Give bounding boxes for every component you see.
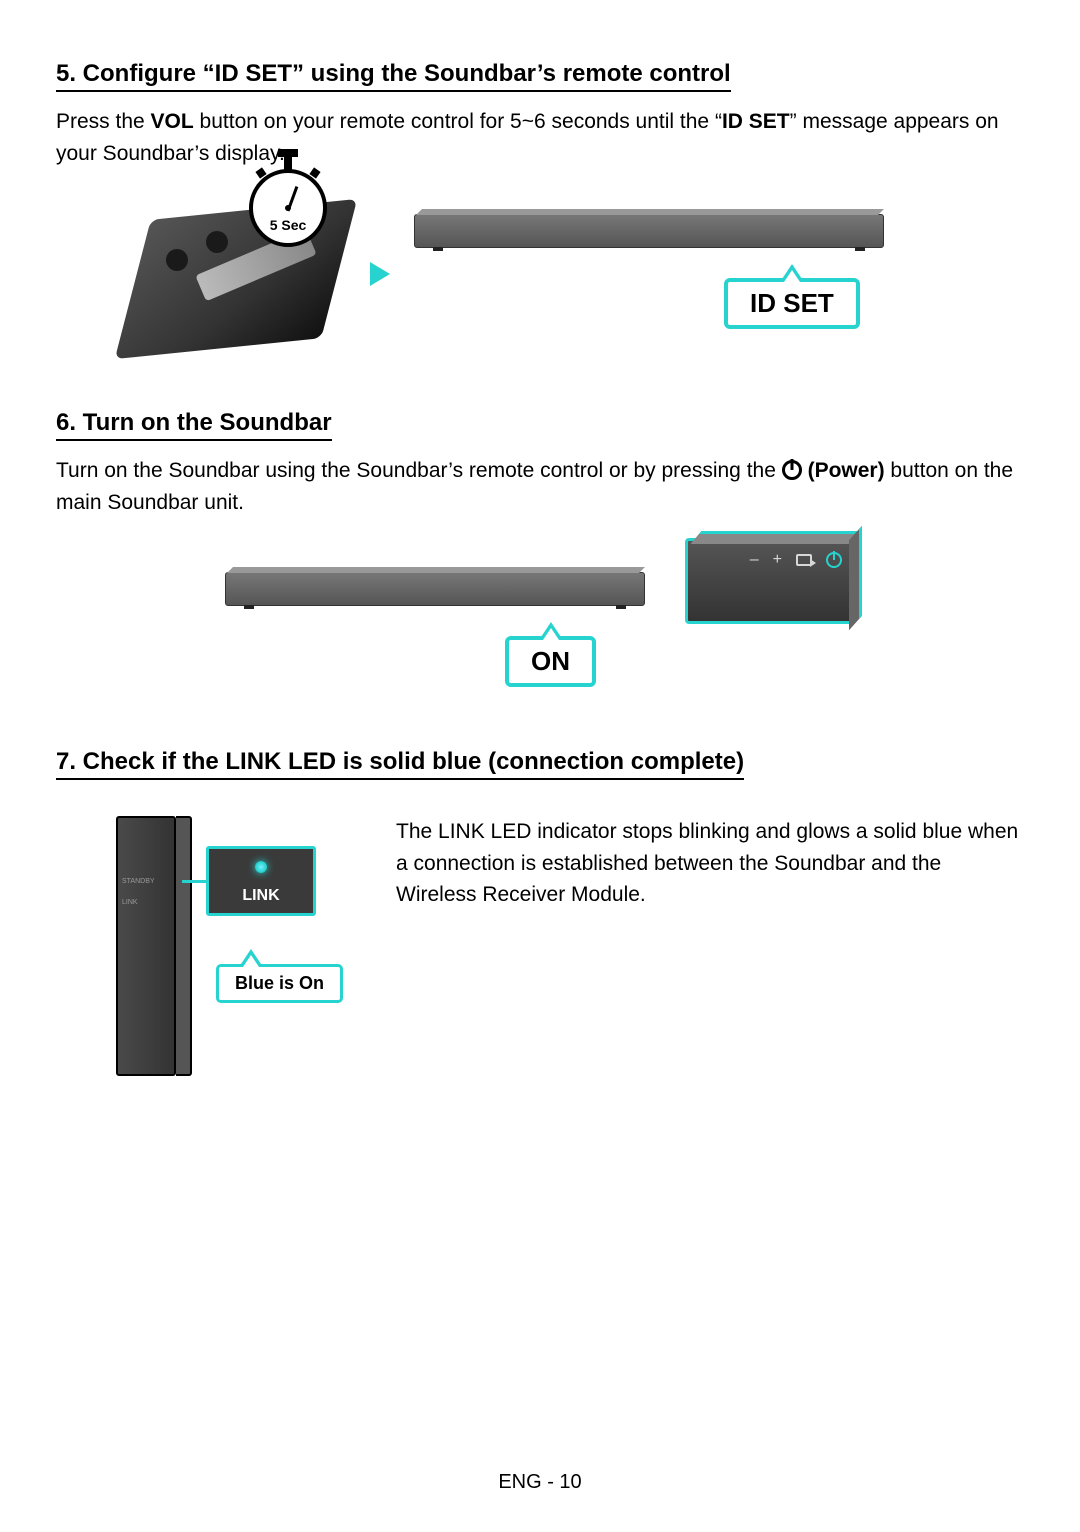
receiver-side (176, 816, 192, 1076)
page-footer: ENG - 10 (0, 1471, 1080, 1494)
s5-idset-inline: ID SET (722, 110, 790, 133)
link-zoom-box: LINK (206, 846, 316, 916)
section-5: 5. Configure “ID SET” using the Soundbar… (56, 60, 1024, 359)
on-callout: ON (505, 636, 596, 687)
idset-callout: ID SET (724, 278, 860, 329)
receiver-illustration: STANDBY LINK LINK Blue is On (56, 816, 356, 1076)
stopwatch-icon: 5 Sec (249, 169, 327, 247)
soundbar-5-illustration: ID SET (414, 214, 894, 334)
link-label: LINK (242, 887, 279, 905)
stopwatch-label: 5 Sec (270, 217, 307, 233)
soundbar-6-illustration: ON (225, 538, 655, 688)
s5-t2: button on your remote control for 5~6 se… (194, 110, 722, 133)
section-6-body: Turn on the Soundbar using the Soundbar’… (56, 455, 1024, 518)
rx-link: LINK (122, 897, 155, 908)
section-5-body: Press the VOL button on your remote cont… (56, 106, 1024, 169)
blue-on-text: Blue is On (235, 973, 324, 993)
rx-standby: STANDBY (122, 876, 155, 887)
section-6: 6. Turn on the Soundbar Turn on the Soun… (56, 409, 1024, 688)
link-leader-line (182, 880, 206, 883)
section-6-heading: 6. Turn on the Soundbar (56, 409, 332, 441)
on-callout-text: ON (531, 646, 570, 676)
figure-5: 5 Sec ID SET (136, 189, 1024, 359)
section-7: 7. Check if the LINK LED is solid blue (… (56, 748, 1024, 1076)
blue-on-callout: Blue is On (216, 964, 343, 1003)
remote-flat-illustration: – + (685, 538, 855, 624)
soundbar-5-body (414, 214, 884, 248)
remote-flat-icons: – + (750, 551, 842, 569)
figure-6: ON – + (56, 538, 1024, 688)
minus-icon: – (750, 551, 759, 569)
soundbar-6-body (225, 572, 645, 606)
s6-t1: Turn on the Soundbar using the Soundbar’… (56, 459, 782, 482)
power-button-icon (826, 552, 842, 568)
remote-illustration: 5 Sec (136, 189, 346, 359)
receiver-tiny-text: STANDBY LINK (122, 876, 155, 908)
s6-power: (Power) (808, 459, 885, 482)
plus-icon: + (773, 551, 782, 569)
section-5-heading: 5. Configure “ID SET” using the Soundbar… (56, 60, 731, 92)
s5-t1: Press the (56, 110, 151, 133)
source-icon (796, 554, 812, 566)
arrow-icon (370, 262, 390, 286)
figure-7-row: STANDBY LINK LINK Blue is On The LINK LE… (56, 816, 1024, 1076)
s5-vol: VOL (151, 110, 194, 133)
section-7-heading: 7. Check if the LINK LED is solid blue (… (56, 748, 744, 780)
power-icon (782, 460, 802, 480)
idset-callout-text: ID SET (750, 288, 834, 318)
section-7-para: The LINK LED indicator stops blinking an… (396, 816, 1024, 911)
link-led-icon (255, 861, 267, 873)
receiver-body (116, 816, 176, 1076)
